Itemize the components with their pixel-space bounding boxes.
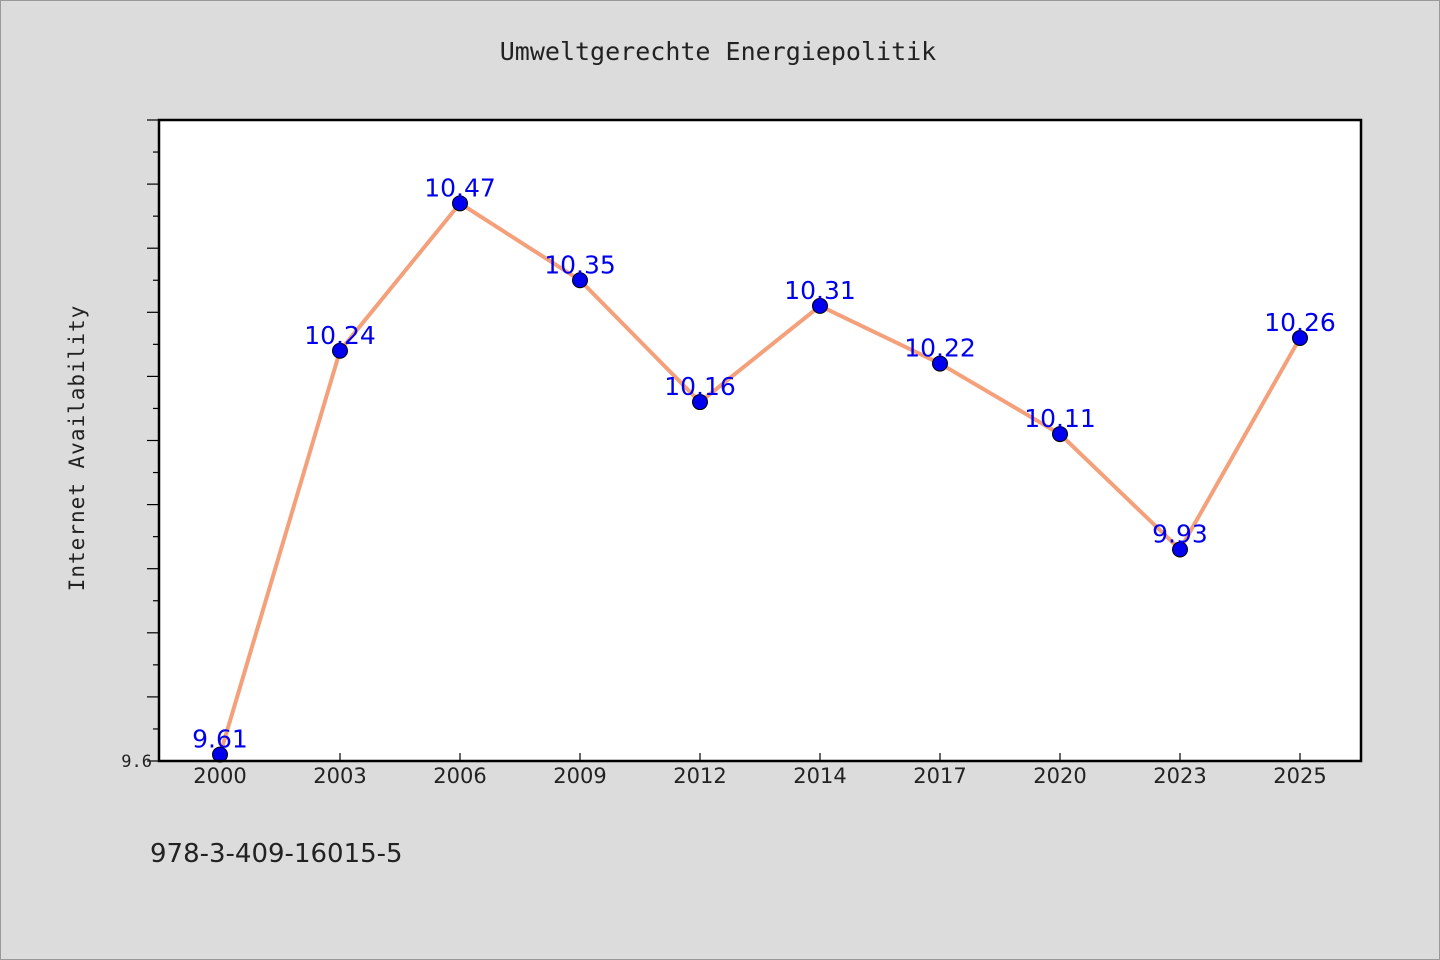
x-tick-label: 2006 [433,764,486,788]
x-tick-label: 2023 [1153,764,1206,788]
plot-border [157,118,1363,763]
data-label: 10.47 [424,173,496,202]
data-point-marker [332,342,348,359]
data-point-marker [812,297,828,314]
x-tick-label: 2012 [673,764,726,788]
data-label: 10.16 [664,372,736,401]
y-axis-ticks [147,119,159,762]
data-labels: 9.61 10.24 10.47 10.35 10.16 10.31 10.22 10.11 9… [192,173,1336,753]
data-label: 10.35 [544,250,616,279]
data-label: 10.26 [1264,308,1336,337]
data-point-marker [692,394,708,411]
x-tick-label: 2000 [193,764,246,788]
data-markers [212,195,1308,763]
x-tick-label: 2009 [553,764,606,788]
data-point-marker [572,272,588,289]
data-label: 9.61 [192,725,248,754]
data-label: 10.24 [304,321,376,350]
y-axis-label: Internet Availability [65,305,89,592]
data-point-marker [452,195,468,212]
x-tick-label: 2014 [793,764,846,788]
plot-area [159,120,1361,761]
data-point-marker [1172,541,1188,558]
data-point-marker [1292,329,1308,346]
x-tick-label: 2017 [913,764,966,788]
x-tick-label: 2020 [1033,764,1086,788]
x-tick-label: 2003 [313,764,366,788]
data-label: 10.11 [1024,404,1096,433]
data-label: 10.31 [784,276,856,305]
isbn-text: 978-3-409-16015-5 [150,839,403,869]
series-line [218,201,1302,757]
data-point-marker [932,355,948,372]
y-tick-label: 9.6 [121,752,152,772]
chart-title: Umweltgerechte Energiepolitik [500,37,937,66]
data-label: 9.93 [1152,519,1208,548]
data-point-marker [1052,426,1068,443]
data-label: 10.22 [904,334,976,363]
x-tick-label: 2025 [1273,764,1326,788]
